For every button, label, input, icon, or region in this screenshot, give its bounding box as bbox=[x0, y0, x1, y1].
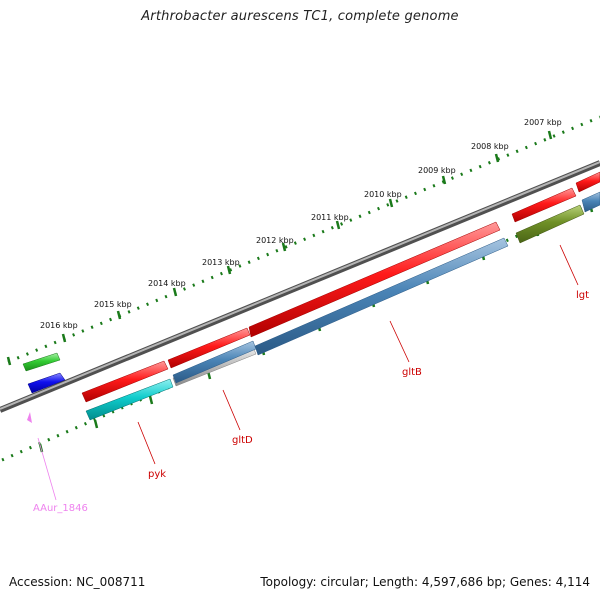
kbp-label-2013: 2013 kbp bbox=[202, 258, 240, 267]
gene-red-fwd-5[interactable] bbox=[575, 171, 600, 193]
kbp-label-2010: 2010 kbp bbox=[364, 190, 402, 199]
gene-red-fwd-1[interactable] bbox=[81, 360, 169, 403]
kbp-label-2016: 2016 kbp bbox=[40, 321, 78, 330]
kbp-label-2011: 2011 kbp bbox=[311, 213, 349, 222]
outer-tick-track bbox=[7, 115, 600, 364]
kbp-label-2014: 2014 kbp bbox=[148, 279, 186, 288]
gene-steelblue-rev-right[interactable] bbox=[581, 191, 600, 213]
genome-title: Arthrobacter aurescens TC1, complete gen… bbox=[141, 9, 459, 24]
gene-red-fwd-2[interactable] bbox=[167, 327, 251, 369]
gene-olive-rev-lgt[interactable] bbox=[515, 204, 585, 244]
gene-blue-rev[interactable] bbox=[27, 372, 66, 394]
gene-green-fwd[interactable] bbox=[22, 352, 61, 372]
label-gltB: gltB bbox=[402, 367, 422, 378]
kbp-label-2008: 2008 kbp bbox=[471, 142, 509, 151]
gene-red-fwd-4[interactable] bbox=[511, 187, 577, 223]
kbp-labels: 2016 kbp 2015 kbp 2014 kbp 2013 kbp 2012… bbox=[40, 118, 562, 330]
genome-backbone-highlight bbox=[0, 161, 600, 410]
outer-major-ticks bbox=[6, 130, 553, 366]
label-lgt: lgt bbox=[576, 290, 589, 301]
label-leaders bbox=[37, 244, 579, 501]
label-pyk: pyk bbox=[148, 469, 166, 480]
accession-text: Accession: NC_008711 bbox=[9, 575, 146, 589]
label-aaur-1846: AAur_1846 bbox=[33, 503, 88, 514]
gene-red-fwd-3-gltB-partner[interactable] bbox=[248, 221, 501, 338]
kbp-label-2015: 2015 kbp bbox=[94, 300, 132, 309]
kbp-label-2009: 2009 kbp bbox=[418, 166, 456, 175]
reverse-genes bbox=[27, 191, 600, 421]
marker-aaur-1846[interactable] bbox=[27, 412, 32, 423]
gene-steelblue-rev-gltB[interactable] bbox=[254, 237, 509, 356]
kbp-label-2007: 2007 kbp bbox=[524, 118, 562, 127]
label-gltD: gltD bbox=[232, 435, 253, 446]
forward-genes bbox=[22, 171, 600, 403]
gene-cyan-rev-pyk[interactable] bbox=[85, 378, 174, 421]
gene-labels: AAur_1846 pyk gltD gltB lgt bbox=[33, 290, 589, 514]
topology-text: Topology: circular; Length: 4,597,686 bp… bbox=[260, 575, 590, 589]
kbp-label-2012: 2012 kbp bbox=[256, 236, 294, 245]
